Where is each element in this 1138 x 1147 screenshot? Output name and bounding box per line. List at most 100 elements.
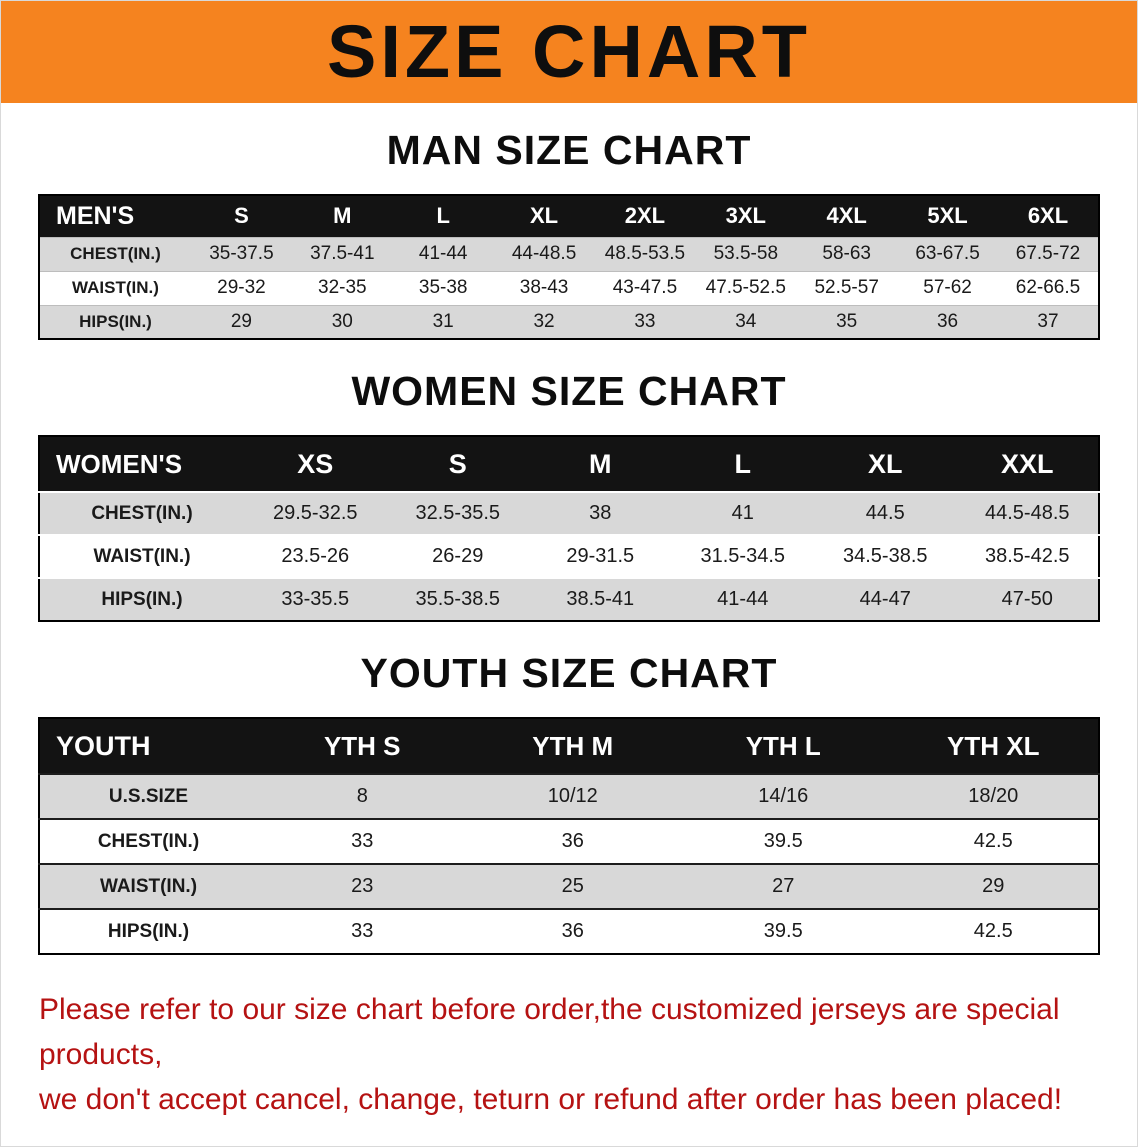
man-size-chart-heading: MAN SIZE CHART (386, 127, 752, 173)
value-cell: 36 (561, 920, 584, 942)
value-cell: 37.5-41 (310, 243, 375, 264)
value-cell: 39.5 (763, 830, 803, 852)
size-header-cell: 4XL (796, 195, 898, 237)
value-cell: 37 (1037, 310, 1059, 332)
youth-size-table: YOUTH YTH S YTH M YTH L YTH XL U.S.SIZE 8 10/12… (38, 717, 1100, 955)
value-cell: 35.5-38.5 (415, 588, 500, 610)
row-label-cell: U.S.SIZE (108, 785, 189, 807)
value-cell: 44-47 (859, 588, 911, 610)
table-title-cell: MEN'S (39, 195, 191, 237)
row-label-cell: CHEST(IN.) (97, 830, 200, 852)
women-size-chart-heading: WOMEN SIZE CHART (351, 368, 787, 414)
table-row: WAIST(IN.) 29-32 32-35 35-38 38-43 43-47.5 47.… (39, 271, 1099, 305)
row-label-cell: WAIST(IN.) (99, 875, 198, 897)
value-cell: 34 (735, 310, 757, 332)
value-cell: 38.5-42.5 (984, 545, 1070, 567)
value-cell: 38-43 (519, 277, 569, 298)
row-label-cell: CHEST(IN.) (91, 502, 193, 524)
value-cell: 39.5 (763, 920, 803, 942)
value-cell: 44.5 (865, 502, 905, 524)
value-cell: 29 (982, 875, 1005, 897)
row-label-cell: HIPS(IN.) (107, 920, 190, 942)
table-row: CHEST(IN.) 35-37.5 37.5-41 41-44 44-48.5 48.5… (39, 237, 1099, 271)
table-title-cell: YOUTH (39, 718, 257, 774)
value-cell: 26-29 (432, 545, 484, 567)
disclaimer-line-2: we don't accept cancel, change, teturn o… (39, 1083, 1063, 1116)
value-cell: 67.5-72 (1015, 243, 1081, 264)
value-cell: 48.5-53.5 (604, 243, 686, 264)
value-cell: 47.5-52.5 (705, 277, 786, 298)
size-header-cell: M (529, 436, 672, 492)
size-header-cell: L (671, 436, 814, 492)
table-header-row: WOMEN'S XS S M L XL XXL (39, 436, 1099, 492)
value-cell: 38.5-41 (566, 588, 635, 610)
value-cell: 42.5 (973, 830, 1013, 852)
size-header-cell: 3XL (695, 195, 797, 237)
size-chart-banner: SIZE CHART (1, 1, 1137, 103)
size-header-cell: M (291, 195, 393, 237)
value-cell: 10/12 (547, 785, 598, 807)
value-cell: 27 (772, 875, 795, 897)
table-title-cell: WOMEN'S (39, 436, 244, 492)
value-cell: 29-32 (217, 277, 266, 298)
value-cell: 35-38 (418, 277, 468, 298)
size-header-cell: YTH S (257, 718, 468, 774)
value-cell: 33-35.5 (281, 588, 350, 610)
value-cell: 41 (731, 502, 754, 524)
value-cell: 38 (589, 502, 612, 524)
value-cell: 34.5-38.5 (842, 545, 928, 567)
table-row: WAIST(IN.) 23.5-26 26-29 29-31.5 31.5-34.5 34… (39, 535, 1099, 578)
row-label-cell: WAIST(IN.) (72, 278, 159, 297)
value-cell: 44.5-48.5 (984, 502, 1070, 524)
table-row: HIPS(IN.) 29 30 31 32 33 34 35 36 37 (39, 305, 1099, 339)
size-header-cell: L (392, 195, 494, 237)
value-cell: 33 (351, 830, 374, 852)
value-cell: 47-50 (1001, 588, 1053, 610)
value-cell: 35-37.5 (209, 243, 274, 264)
table-header-row: MEN'S S M L XL 2XL 3XL 4XL 5XL 6XL (39, 195, 1099, 237)
size-header-cell: XL (493, 195, 595, 237)
size-header-cell: 5XL (897, 195, 998, 237)
table-header-row: YOUTH YTH S YTH M YTH L YTH XL (39, 718, 1099, 774)
value-cell: 53.5-58 (713, 243, 779, 264)
value-cell: 43-47.5 (612, 277, 678, 298)
size-header-cell: XS (244, 436, 387, 492)
table-row: WAIST(IN.) 23 25 27 29 (39, 864, 1099, 909)
value-cell: 33 (634, 310, 656, 332)
value-cell: 41-44 (418, 243, 468, 264)
table-row: CHEST(IN.) 29.5-32.5 32.5-35.5 38 41 44.5 44.5… (39, 492, 1099, 535)
disclaimer-line-1: Please refer to our size chart before or… (39, 993, 1060, 1071)
value-cell: 8 (356, 785, 368, 807)
value-cell: 18/20 (968, 785, 1019, 807)
size-header-cell: YTH M (467, 718, 678, 774)
value-cell: 25 (561, 875, 584, 897)
value-cell: 31.5-34.5 (700, 545, 785, 567)
table-row: HIPS(IN.) 33-35.5 35.5-38.5 38.5-41 41-44 44-… (39, 578, 1099, 621)
size-header-cell: XL (814, 436, 957, 492)
size-header-cell: XXL (956, 436, 1099, 492)
disclaimer-text: Please refer to our size chart before or… (39, 987, 1099, 1122)
row-label-cell: CHEST(IN.) (70, 244, 161, 263)
women-size-table: WOMEN'S XS S M L XL XXL CHEST(IN.) 29.5-32.5 32.5… (38, 435, 1100, 622)
table-row: HIPS(IN.) 33 36 39.5 42.5 (39, 909, 1099, 954)
size-header-cell: S (386, 436, 529, 492)
table-row: CHEST(IN.) 33 36 39.5 42.5 (39, 819, 1099, 864)
value-cell: 58-63 (822, 243, 871, 264)
size-header-cell: 6XL (998, 195, 1099, 237)
youth-size-chart-heading: YOUTH SIZE CHART (360, 650, 778, 696)
value-cell: 42.5 (973, 920, 1013, 942)
value-cell: 36 (936, 310, 959, 332)
row-label-cell: WAIST(IN.) (93, 545, 191, 567)
value-cell: 44-48.5 (511, 243, 577, 264)
man-size-table: MEN'S S M L XL 2XL 3XL 4XL 5XL 6XL CHEST(IN.) 35-37… (38, 194, 1100, 340)
value-cell: 62-66.5 (1015, 277, 1081, 298)
value-cell: 36 (561, 830, 584, 852)
row-label-cell: HIPS(IN.) (79, 311, 152, 331)
value-cell: 41-44 (717, 588, 769, 610)
value-cell: 52.5-57 (814, 277, 879, 298)
value-cell: 63-67.5 (915, 243, 980, 264)
size-header-cell: YTH XL (888, 718, 1099, 774)
value-cell: 30 (331, 310, 353, 332)
value-cell: 33 (351, 920, 374, 942)
